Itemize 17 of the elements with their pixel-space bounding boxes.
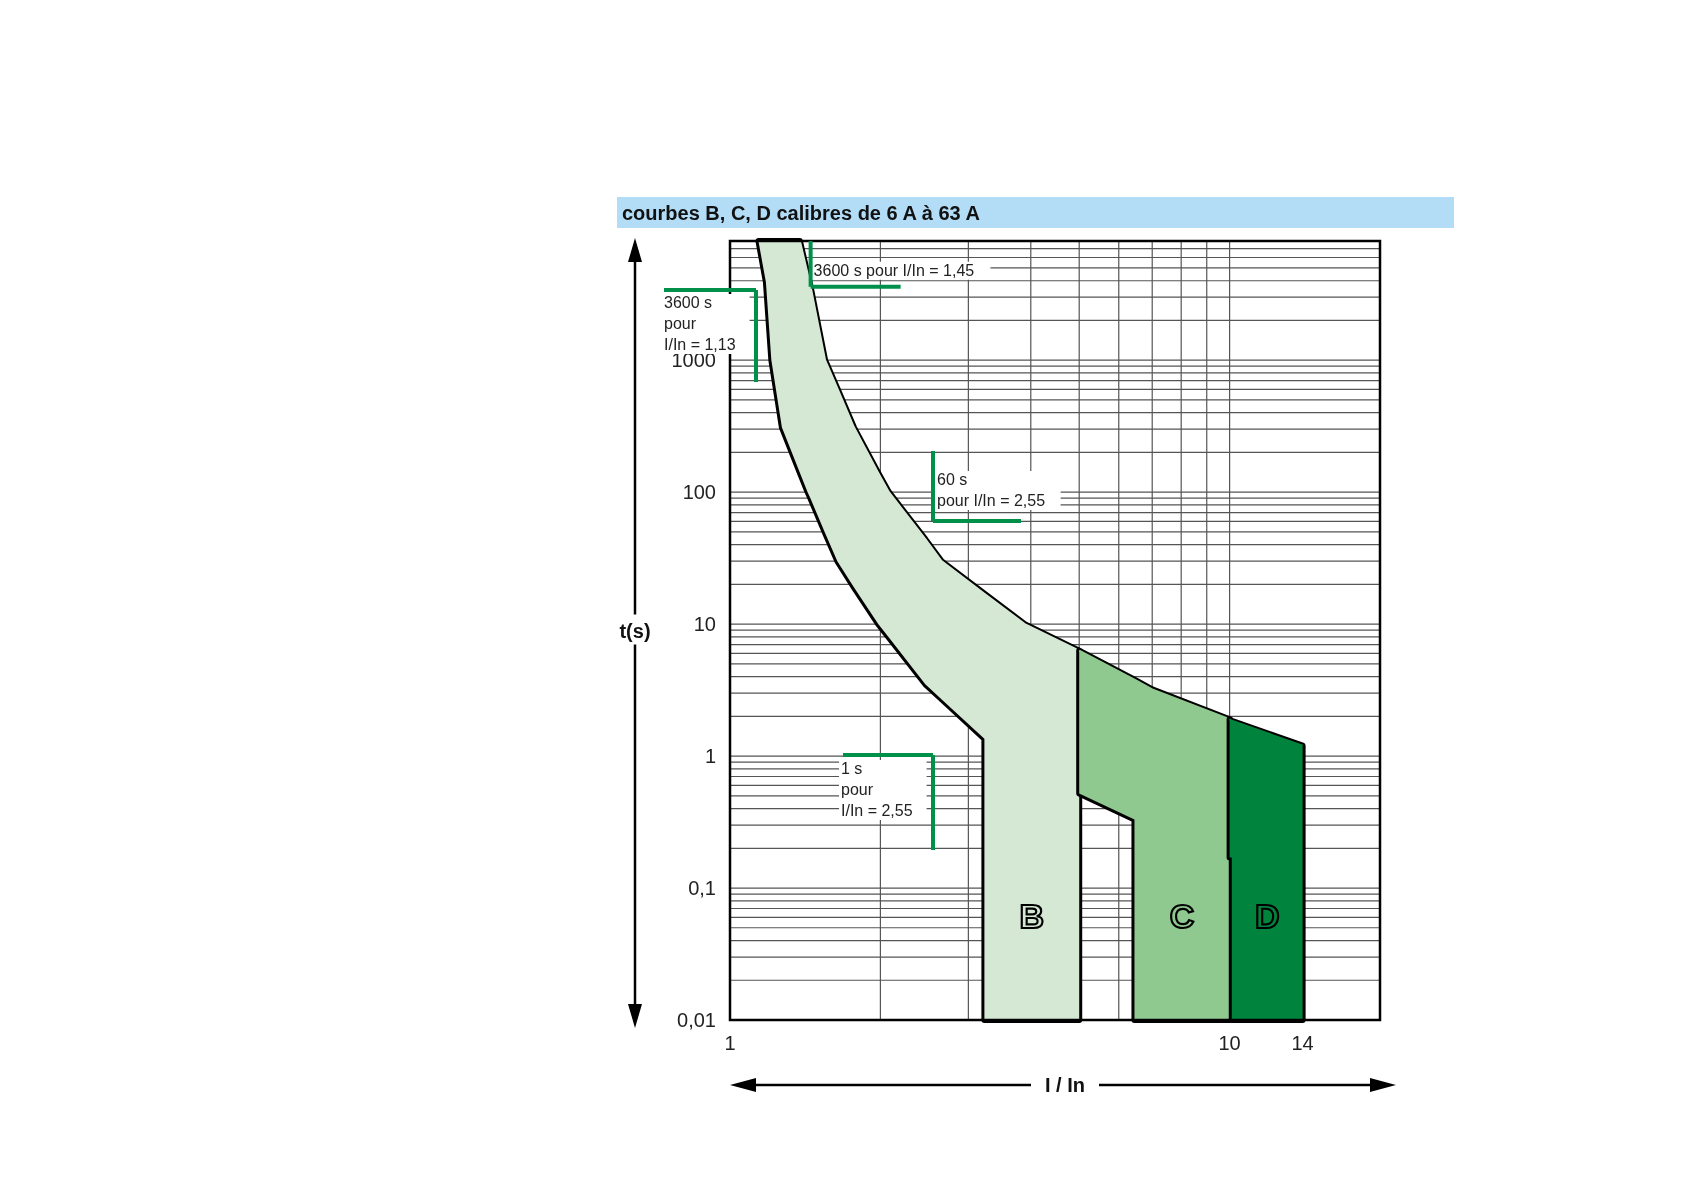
- y-tick-label: 10: [693, 613, 716, 636]
- annotation: 3600 s pour I/In = 1,45: [813, 261, 975, 279]
- y-tick-label: 0,1: [688, 877, 716, 900]
- y-axis-title: t(s): [619, 619, 651, 642]
- text: B: [1019, 897, 1045, 935]
- x-axis-title: I / In: [1045, 1074, 1085, 1096]
- text: C: [1169, 897, 1195, 935]
- y-tick-label: 0,01: [677, 1009, 716, 1031]
- annotation: 60 s pour I/In = 2,55: [937, 471, 1046, 509]
- x-tick-label: 14: [1291, 1032, 1314, 1054]
- y-tick-label: 100: [682, 481, 716, 504]
- x-tick-label: 10: [1218, 1032, 1241, 1054]
- text: D: [1254, 897, 1280, 935]
- x-tick-label: 1: [724, 1032, 736, 1054]
- y-tick-label: 1: [704, 745, 716, 768]
- annotation: 1 s pour I/In = 2,55: [841, 760, 913, 819]
- chart-title: courbes B, C, D calibres de 6 A à 63 A: [622, 202, 980, 224]
